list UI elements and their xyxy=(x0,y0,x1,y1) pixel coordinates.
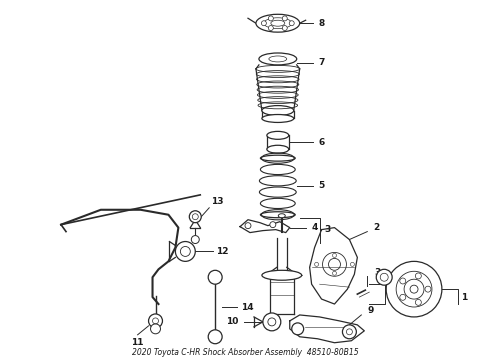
Circle shape xyxy=(315,262,318,266)
Circle shape xyxy=(416,273,421,279)
Text: 12: 12 xyxy=(216,247,228,256)
Circle shape xyxy=(282,26,287,31)
Circle shape xyxy=(150,324,161,334)
Ellipse shape xyxy=(256,14,300,32)
Ellipse shape xyxy=(262,105,294,116)
Ellipse shape xyxy=(267,131,289,139)
Circle shape xyxy=(292,323,304,335)
Ellipse shape xyxy=(278,214,285,218)
Circle shape xyxy=(263,313,281,331)
Circle shape xyxy=(400,278,406,284)
Text: 3: 3 xyxy=(324,225,331,234)
Circle shape xyxy=(343,325,356,339)
Circle shape xyxy=(376,269,392,285)
Text: 1: 1 xyxy=(461,293,467,302)
Circle shape xyxy=(410,285,418,293)
Text: 14: 14 xyxy=(241,302,253,311)
Text: 9: 9 xyxy=(367,306,373,315)
Circle shape xyxy=(386,261,442,317)
Text: 13: 13 xyxy=(211,197,223,206)
Circle shape xyxy=(261,21,267,26)
Ellipse shape xyxy=(262,270,302,280)
Text: 7: 7 xyxy=(318,58,325,67)
Text: 11: 11 xyxy=(131,338,144,347)
Circle shape xyxy=(245,223,251,229)
Circle shape xyxy=(289,21,294,26)
Circle shape xyxy=(333,271,337,275)
Text: 3: 3 xyxy=(374,268,380,277)
Circle shape xyxy=(425,286,431,292)
Text: 2020 Toyota C-HR Shock Absorber Assembly  48510-80B15: 2020 Toyota C-HR Shock Absorber Assembly… xyxy=(132,348,358,357)
Circle shape xyxy=(208,330,222,344)
Text: 5: 5 xyxy=(318,181,325,190)
Circle shape xyxy=(269,16,273,21)
Ellipse shape xyxy=(260,212,295,218)
Circle shape xyxy=(400,294,406,300)
Circle shape xyxy=(270,222,276,228)
Ellipse shape xyxy=(260,155,295,161)
Circle shape xyxy=(333,253,337,257)
Circle shape xyxy=(282,16,287,21)
Ellipse shape xyxy=(259,53,297,65)
Text: 6: 6 xyxy=(318,138,325,147)
Circle shape xyxy=(269,26,273,31)
Ellipse shape xyxy=(262,114,294,122)
Circle shape xyxy=(191,235,199,243)
Ellipse shape xyxy=(267,145,289,153)
Circle shape xyxy=(208,270,222,284)
Text: 10: 10 xyxy=(226,318,238,327)
Circle shape xyxy=(148,314,163,328)
Text: 2: 2 xyxy=(373,223,379,232)
Circle shape xyxy=(189,211,201,223)
Circle shape xyxy=(175,242,196,261)
Circle shape xyxy=(416,300,421,305)
Text: 8: 8 xyxy=(318,19,325,28)
Circle shape xyxy=(350,262,354,266)
Text: 4: 4 xyxy=(312,223,318,232)
